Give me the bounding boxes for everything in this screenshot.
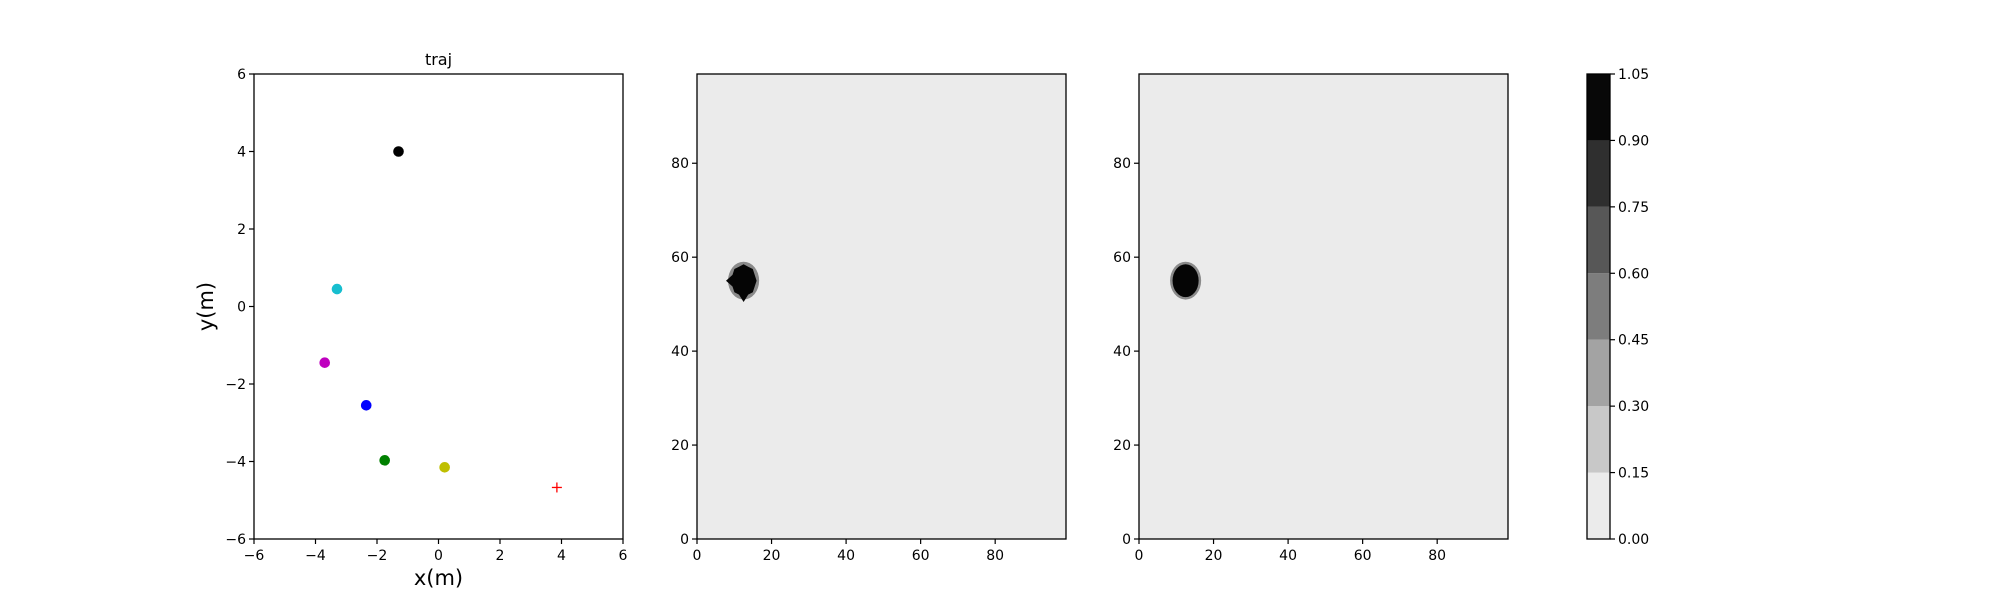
colorbar-ticks: 0.00 0.15 0.30 0.45 0.60 0.75 0.90 1.05 [1610, 67, 1649, 548]
trajectory-y-tick-label: 4 [237, 145, 246, 161]
colorbar-band-6 [1587, 140, 1610, 207]
heatmap-2-blob-core [1172, 264, 1199, 298]
heatmap-2-x-tick-label: 0 [1135, 548, 1144, 564]
colorbar-band-5 [1587, 206, 1610, 274]
heatmap-2-x-tick-label: 40 [1279, 548, 1297, 564]
colorbar-tick-label: 1.05 [1618, 67, 1649, 83]
trajectory-point-1 [393, 146, 404, 157]
trajectory-y-tick-label: 0 [237, 300, 246, 316]
heatmap-plot-1: 0 20 40 60 80 0 20 40 60 80 [671, 73, 1067, 564]
trajectory-point-5 [379, 455, 390, 466]
goal-marker [551, 482, 562, 493]
heatmap-1-blob [726, 261, 760, 302]
heatmap-1-y-tick-label: 0 [680, 532, 689, 548]
heatmap-2-y-tick-label: 0 [1122, 532, 1131, 548]
colorbar-band-1 [1587, 472, 1610, 539]
heatmap-1-x-tick-label: 20 [763, 548, 781, 564]
trajectory-plot: −6 −4 −2 0 2 4 6 −6 −4 −2 0 2 4 6 traj x(m) y(m) [194, 50, 628, 590]
trajectory-x-ticks: −6 −4 −2 0 2 4 6 [244, 539, 628, 564]
trajectory-x-tick-label: −6 [244, 548, 265, 564]
heatmap-2-y-tick-label: 40 [1113, 344, 1131, 360]
heatmap-1-y-tick-label: 40 [671, 344, 689, 360]
heatmap-1-blob-core [726, 264, 757, 302]
trajectory-title: traj [425, 50, 452, 69]
heatmap-1-x-tick-label: 0 [693, 548, 702, 564]
colorbar-tick-label: 0.45 [1618, 333, 1649, 349]
heatmap-1-x-tick-label: 40 [837, 548, 855, 564]
trajectory-y-tick-label: 6 [237, 67, 246, 83]
trajectory-x-tick-label: 2 [496, 548, 505, 564]
trajectory-point-3 [319, 357, 331, 368]
heatmap-1-x-tick-label: 80 [986, 548, 1004, 564]
trajectory-x-tick-label: 0 [434, 548, 443, 564]
trajectory-y-tick-label: −4 [225, 455, 246, 471]
colorbar-band-4 [1587, 273, 1610, 340]
trajectory-y-tick-label: −2 [225, 377, 246, 393]
colorbar-band-3 [1587, 339, 1610, 407]
heatmap-2-background [1139, 74, 1508, 539]
colorbar-tick-label: 0.75 [1618, 200, 1649, 216]
trajectory-x-tick-label: 4 [557, 548, 566, 564]
colorbar-band-7 [1587, 74, 1610, 141]
heatmap-1-y-ticks: 0 20 40 60 80 [671, 156, 697, 548]
heatmap-1-x-tick-label: 60 [912, 548, 930, 564]
colorbar-tick-label: 0.60 [1618, 266, 1649, 282]
heatmap-2-axes-frame [1138, 73, 1509, 540]
heatmap-1-x-ticks: 0 20 40 60 80 [693, 539, 1004, 564]
trajectory-y-tick-label: 2 [237, 222, 246, 238]
colorbar: 0.00 0.15 0.30 0.45 0.60 0.75 0.90 1.05 [1586, 67, 1649, 548]
trajectory-x-axis-label: x(m) [414, 566, 463, 590]
heatmap-2-x-tick-label: 60 [1354, 548, 1372, 564]
heatmap-2-y-ticks: 0 20 40 60 80 [1113, 156, 1139, 548]
trajectory-point-6 [439, 462, 450, 473]
heatmap-2-y-tick-label: 60 [1113, 250, 1131, 266]
heatmap-1-y-tick-label: 60 [671, 250, 689, 266]
heatmap-plot-2: 0 20 40 60 80 0 20 40 60 80 [1113, 73, 1509, 564]
heatmap-2-x-tick-label: 80 [1428, 548, 1446, 564]
trajectory-y-ticks: −6 −4 −2 0 2 4 6 [225, 67, 254, 548]
heatmap-2-y-tick-label: 20 [1113, 438, 1131, 454]
trajectory-point-4 [360, 400, 372, 411]
trajectory-y-axis-label: y(m) [194, 282, 218, 331]
heatmap-2-y-tick-label: 80 [1113, 156, 1131, 172]
trajectory-x-tick-label: −2 [367, 548, 388, 564]
trajectory-point-2 [331, 283, 343, 295]
colorbar-tick-label: 0.15 [1618, 466, 1649, 482]
heatmap-1-axes-frame [696, 73, 1067, 540]
trajectory-axes-frame [253, 73, 624, 540]
colorbar-frame [1586, 73, 1611, 540]
trajectory-x-tick-label: −4 [305, 548, 326, 564]
colorbar-band-2 [1587, 406, 1610, 473]
colorbar-bands [1587, 74, 1610, 539]
heatmap-2-blob [1170, 261, 1202, 300]
colorbar-tick-label: 0.90 [1618, 133, 1649, 149]
heatmap-2-x-ticks: 0 20 40 60 80 [1135, 539, 1446, 564]
trajectory-points [319, 146, 562, 493]
trajectory-y-tick-label: −6 [225, 532, 246, 548]
heatmap-2-x-tick-label: 20 [1205, 548, 1223, 564]
colorbar-tick-label: 0.00 [1618, 532, 1649, 548]
trajectory-x-tick-label: 6 [619, 548, 628, 564]
heatmap-1-y-tick-label: 20 [671, 438, 689, 454]
colorbar-tick-label: 0.30 [1618, 399, 1649, 415]
heatmap-1-background [697, 74, 1066, 539]
heatmap-1-y-tick-label: 80 [671, 156, 689, 172]
